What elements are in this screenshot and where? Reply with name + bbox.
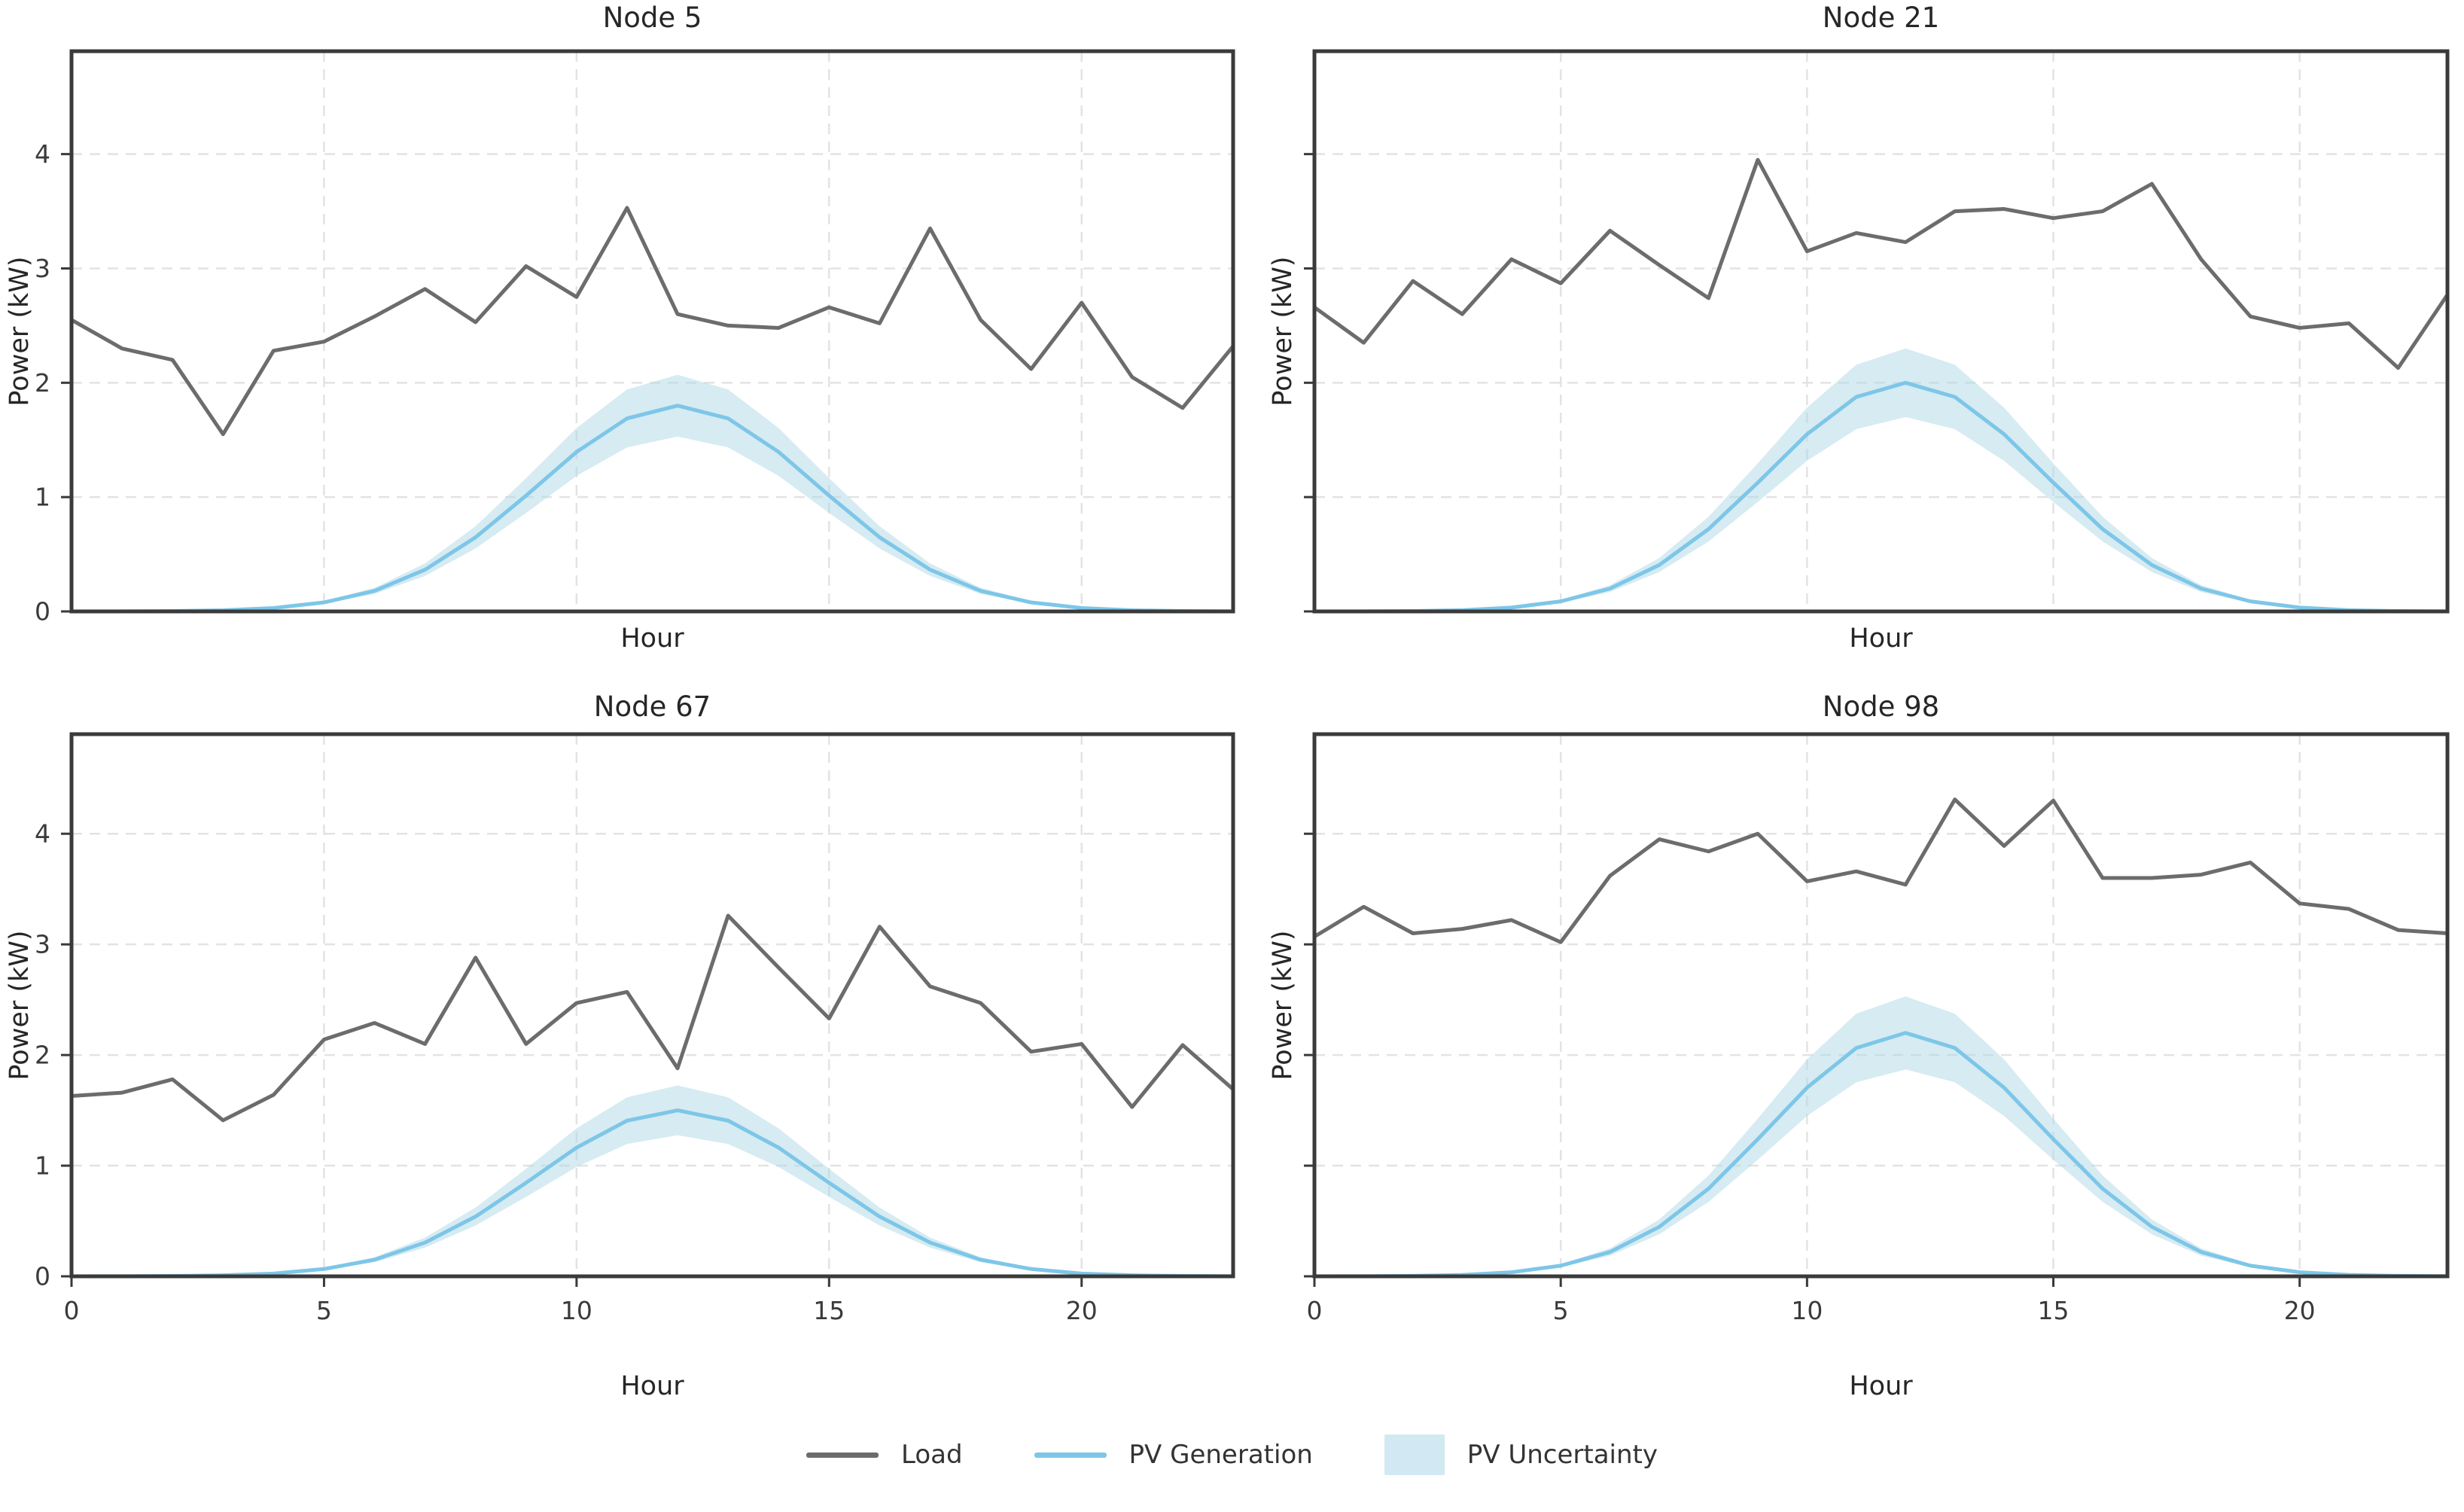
x-tick-label: 5 [316, 1296, 332, 1325]
pv-uncertainty-band [1314, 996, 2447, 1276]
y-axis-label: Power (kW) [5, 930, 35, 1081]
pv-generation-line [1312, 380, 2450, 614]
plot-area-node-21 [1304, 49, 2450, 614]
legend-label-pv-generation: PV Generation [1128, 1440, 1313, 1470]
x-axis-label: Hour [1849, 1371, 1913, 1401]
y-tick-label: 3 [35, 930, 50, 959]
x-tick-label: 5 [1553, 1296, 1569, 1325]
y-axis-label: Power (kW) [1268, 930, 1298, 1081]
plot-region: 0 1 2 3 4 [35, 49, 1235, 626]
y-tick-label: 2 [35, 1041, 50, 1070]
y-tick-label: 3 [35, 254, 50, 283]
pv-generation-line [69, 1108, 1235, 1279]
load-line [1312, 157, 2450, 370]
pv-uncertainty-band [72, 1085, 1233, 1276]
x-axis-label: Hour [620, 623, 684, 654]
subplot-node-21: Node 21 Power (kW) Hour [1250, 0, 2464, 681]
plot-border [69, 732, 1235, 1279]
chart-title: Node 67 [593, 690, 711, 723]
y-tick-label: 1 [35, 483, 50, 512]
subplot-node-67: Node 67 Power (kW) 0 1 2 3 4 0 5 10 15 20 Hour [0, 681, 1250, 1408]
plot-area-node-67: 0 1 2 3 4 0 5 10 15 20 [35, 732, 1235, 1325]
y-axis-label: Power (kW) [1268, 256, 1298, 407]
y-tick-label: 2 [35, 368, 50, 398]
x-axis-label: Hour [620, 1371, 684, 1401]
y-tick-label: 4 [35, 139, 50, 169]
pv-uncertainty-patch-swatch [1384, 1434, 1445, 1475]
x-axis-label: Hour [1849, 623, 1913, 654]
chart-title: Node 5 [602, 2, 702, 34]
load-line-swatch [806, 1452, 879, 1458]
chart-title: Node 98 [1822, 690, 1940, 723]
y-tick-label: 0 [35, 1262, 50, 1291]
pv-generation-line [1312, 1031, 2450, 1279]
plot-area-node-98: 0 5 10 15 20 [1304, 732, 2450, 1325]
y-tick-label: 4 [35, 819, 50, 849]
load-line [69, 913, 1235, 1123]
subplot-node-98: Node 98 Power (kW) 0 5 10 15 20 Hour [1250, 681, 2464, 1408]
load-line [1312, 797, 2450, 944]
pv-generation-line-swatch [1034, 1452, 1107, 1458]
plot-border [1312, 732, 2450, 1279]
legend-item-load: Load [806, 1440, 963, 1470]
legend-label-pv-uncertainty: PV Uncertainty [1467, 1440, 1658, 1470]
x-tick-label: 15 [2038, 1296, 2070, 1325]
plot-border [69, 49, 1235, 614]
legend-item-pv-uncertainty: PV Uncertainty [1384, 1434, 1658, 1475]
plot-region: 0 1 2 3 4 0 5 10 15 20 [35, 732, 1235, 1325]
plot-region: 0 5 10 15 20 [1304, 732, 2450, 1325]
legend-label-load: Load [900, 1440, 963, 1470]
chart-title: Node 21 [1822, 2, 1940, 34]
plot-region [1304, 49, 2450, 614]
x-tick-label: 0 [1307, 1296, 1323, 1325]
x-tick-label: 20 [2284, 1296, 2316, 1325]
y-axis-label: Power (kW) [5, 256, 35, 407]
load-line [69, 206, 1235, 437]
pv-generation-line [69, 404, 1235, 614]
x-tick-label: 15 [813, 1296, 845, 1325]
legend: Load PV Generation PV Uncertainty [0, 1434, 2464, 1475]
pv-uncertainty-band [1314, 348, 2447, 611]
x-tick-label: 10 [1791, 1296, 1823, 1325]
y-tick-label: 1 [35, 1151, 50, 1181]
x-tick-label: 20 [1066, 1296, 1098, 1325]
pv-uncertainty-band [72, 374, 1233, 611]
plot-area-node-5: 0 1 2 3 4 [35, 49, 1235, 626]
plot-border [1312, 49, 2450, 614]
x-tick-label: 0 [64, 1296, 80, 1325]
x-tick-label: 10 [561, 1296, 592, 1325]
y-tick-label: 0 [35, 597, 50, 626]
legend-item-pv-generation: PV Generation [1034, 1440, 1313, 1470]
subplot-node-5: Node 5 Power (kW) 0 1 2 3 4 Hour [0, 0, 1250, 681]
